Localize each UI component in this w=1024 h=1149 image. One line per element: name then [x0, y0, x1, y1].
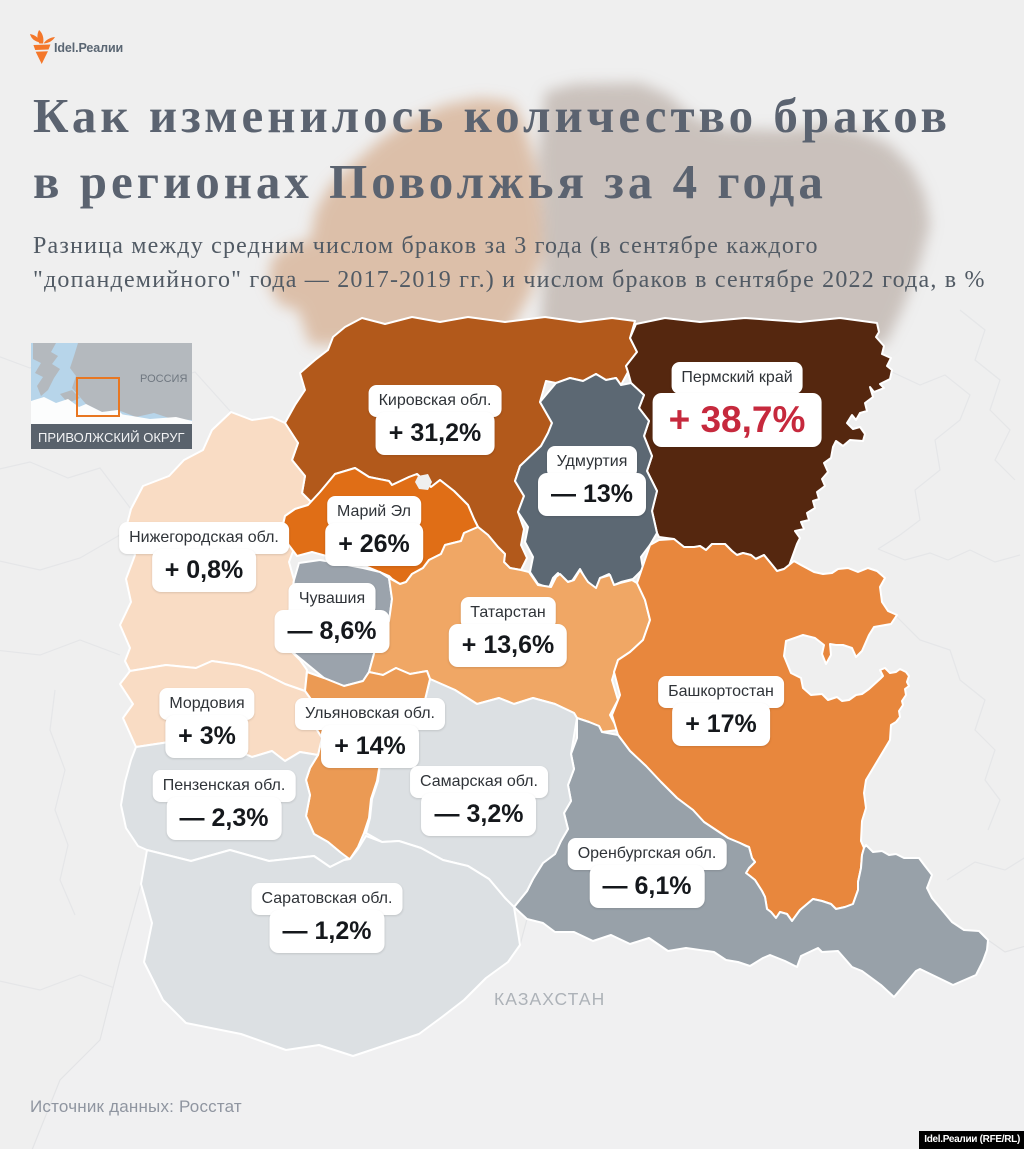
svg-text:РОССИЯ: РОССИЯ: [140, 373, 187, 385]
svg-text:ПРИВОЛЖСКИЙ ОКРУГ: ПРИВОЛЖСКИЙ ОКРУГ: [38, 430, 185, 445]
